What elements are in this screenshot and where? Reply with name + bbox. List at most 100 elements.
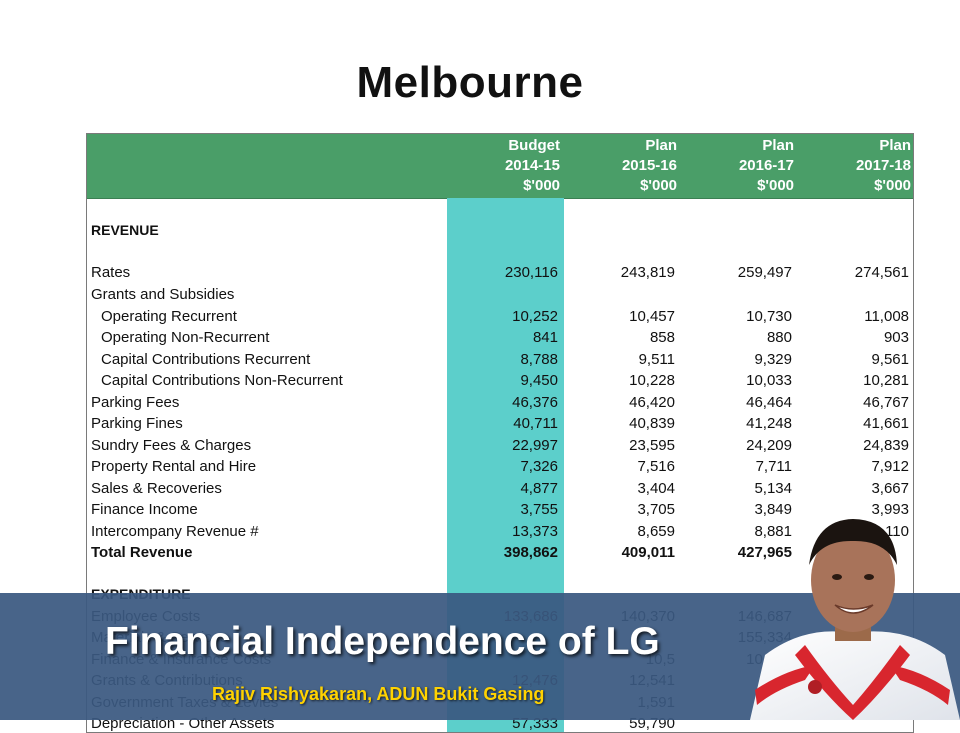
header-column-3: Plan 2016-17 $'000 bbox=[681, 136, 798, 196]
row-label: Capital Contributions Non-Recurrent bbox=[101, 372, 343, 389]
row-value: 22,997 bbox=[512, 437, 558, 454]
row-value: 3,667 bbox=[871, 480, 909, 497]
row-value: 274,561 bbox=[854, 264, 909, 281]
row-label: Rates bbox=[91, 264, 131, 281]
row-label: Sales & Recoveries bbox=[91, 480, 222, 497]
row-value: 7,516 bbox=[637, 458, 675, 475]
row-value: 8,659 bbox=[637, 523, 675, 540]
row-label: Sundry Fees & Charges bbox=[91, 437, 252, 454]
row-value: 7,912 bbox=[871, 458, 909, 475]
row-value: 880 bbox=[766, 329, 792, 346]
row-value: 46,376 bbox=[512, 394, 558, 411]
row-value: 427,965 bbox=[737, 544, 792, 561]
row-value: 24,839 bbox=[863, 437, 909, 454]
row-value: 3,404 bbox=[637, 480, 675, 497]
table-row: Capital Contributions Recurrent 8,788 9,51… bbox=[87, 349, 913, 371]
row-label: Finance Income bbox=[91, 501, 198, 518]
header-column-2: Plan 2015-16 $'000 bbox=[564, 136, 681, 196]
row-label: Grants and Subsidies bbox=[91, 286, 235, 303]
row-label: Total Revenue bbox=[91, 544, 193, 561]
row-value: 40,711 bbox=[513, 415, 558, 432]
row-value: 8,788 bbox=[520, 351, 558, 368]
row-value: 10,281 bbox=[863, 372, 909, 389]
table-row: Sales & Recoveries 4,877 3,404 5,134 3,667 bbox=[87, 478, 913, 500]
table-row: Total Revenue 398,862 409,011 427,965 bbox=[87, 542, 913, 564]
table-row: Intercompany Revenue # 13,373 8,659 8,881 11… bbox=[87, 521, 913, 543]
row-value: 11,008 bbox=[864, 308, 909, 325]
row-value: 7,711 bbox=[755, 458, 792, 475]
table-row: Operating Recurrent 10,252 10,457 10,730 11,… bbox=[87, 306, 913, 328]
row-value: 398,862 bbox=[503, 544, 558, 561]
row-value: 4,877 bbox=[520, 480, 558, 497]
header-l3: $'000 bbox=[640, 177, 677, 194]
row-value: 110 bbox=[885, 523, 909, 540]
table-row: Capital Contributions Non-Recurrent 9,450… bbox=[87, 370, 913, 392]
row-value: 7,326 bbox=[520, 458, 558, 475]
table-header: Budget 2014-15 $'000 Plan 2015-16 $'000 Plan 20… bbox=[87, 134, 913, 199]
row-value: 3,993 bbox=[871, 501, 909, 518]
row-value: 9,511 bbox=[638, 351, 675, 368]
header-l2: 2017-18 bbox=[855, 157, 911, 174]
section-heading: REVENUE bbox=[87, 220, 913, 242]
header-l1: Plan bbox=[879, 137, 911, 154]
row-value: 24,209 bbox=[746, 437, 792, 454]
header-l3: $'000 bbox=[523, 177, 560, 194]
header-l2: 2016-17 bbox=[738, 157, 794, 174]
header-l1: Plan bbox=[645, 137, 677, 154]
banner-title: Financial Independence of LG bbox=[105, 620, 660, 663]
header-l3: $'000 bbox=[874, 177, 911, 194]
row-value: 230,116 bbox=[504, 264, 558, 281]
row-value: 10,730 bbox=[746, 308, 792, 325]
row-value: 10,252 bbox=[512, 308, 558, 325]
presenter-photo bbox=[750, 519, 960, 720]
row-value: 8,881 bbox=[754, 523, 792, 540]
header-l2: 2015-16 bbox=[621, 157, 677, 174]
row-value: 13,373 bbox=[512, 523, 558, 540]
header-l2: 2014-15 bbox=[504, 157, 560, 174]
header-l1: Budget bbox=[508, 137, 560, 154]
row-label: Operating Recurrent bbox=[101, 308, 237, 325]
row-value: 46,767 bbox=[863, 394, 909, 411]
row-value: 9,561 bbox=[871, 351, 909, 368]
row-value: 3,755 bbox=[520, 501, 558, 518]
slide-title: Melbourne bbox=[356, 58, 584, 107]
row-value: 903 bbox=[883, 329, 909, 346]
row-value: 10,033 bbox=[746, 372, 792, 389]
row-value: 40,839 bbox=[629, 415, 675, 432]
header-l1: Plan bbox=[762, 137, 794, 154]
row-value: 5,134 bbox=[754, 480, 792, 497]
table-row: Rates 230,116 243,819 259,497 274,561 bbox=[87, 262, 913, 284]
row-value: 23,595 bbox=[629, 437, 675, 454]
row-label: Property Rental and Hire bbox=[91, 458, 257, 475]
header-column-4: Plan 2017-18 $'000 bbox=[798, 136, 913, 196]
row-value: 841 bbox=[532, 329, 558, 346]
table-row: Grants and Subsidies bbox=[87, 284, 913, 306]
row-value: 243,819 bbox=[620, 264, 675, 281]
row-value: 10,457 bbox=[629, 308, 675, 325]
row-value: 46,464 bbox=[746, 394, 792, 411]
row-value: 41,661 bbox=[863, 415, 909, 432]
row-value: 9,450 bbox=[520, 372, 558, 389]
row-value: 46,420 bbox=[629, 394, 675, 411]
table-row: Finance Income 3,755 3,705 3,849 3,993 bbox=[87, 499, 913, 521]
table-row: Operating Non-Recurrent 841 858 880 903 bbox=[87, 327, 913, 349]
row-value: 3,705 bbox=[637, 501, 675, 518]
header-column-1: Budget 2014-15 $'000 bbox=[447, 136, 564, 196]
row-label: Parking Fees bbox=[91, 394, 180, 411]
row-value: 3,849 bbox=[754, 501, 792, 518]
row-value: 9,329 bbox=[754, 351, 792, 368]
row-label: Intercompany Revenue # bbox=[91, 523, 259, 540]
table-row: Parking Fees 46,376 46,420 46,464 46,767 bbox=[87, 392, 913, 414]
table-row: Sundry Fees & Charges 22,997 23,595 24,209 2… bbox=[87, 435, 913, 457]
banner-subtitle: Rajiv Rishyakaran, ADUN Bukit Gasing bbox=[212, 684, 545, 704]
row-value: 10,228 bbox=[629, 372, 675, 389]
row-value: 409,011 bbox=[621, 544, 675, 561]
table-row: Property Rental and Hire 7,326 7,516 7,711 7… bbox=[87, 456, 913, 478]
header-l3: $'000 bbox=[757, 177, 794, 194]
row-label: REVENUE bbox=[91, 222, 159, 238]
table-row: Parking Fines 40,711 40,839 41,248 41,661 bbox=[87, 413, 913, 435]
row-value: 858 bbox=[649, 329, 675, 346]
row-value: 259,497 bbox=[737, 264, 792, 281]
row-label: Capital Contributions Recurrent bbox=[101, 351, 311, 368]
row-value: 41,248 bbox=[746, 415, 792, 432]
